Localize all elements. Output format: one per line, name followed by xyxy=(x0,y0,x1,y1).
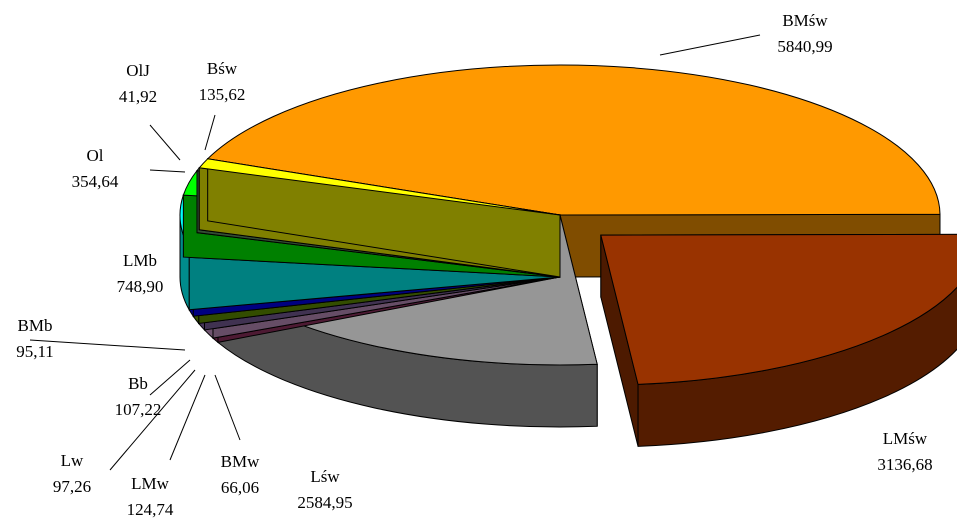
slice xyxy=(600,233,957,385)
slice-label: BMw xyxy=(221,452,260,471)
slice-label: OlJ xyxy=(126,61,150,80)
slice-value-label: 748,90 xyxy=(117,277,164,296)
leader-line xyxy=(204,114,216,151)
slice-value-label: 5840,99 xyxy=(777,37,832,56)
leader-line xyxy=(149,169,186,173)
slice-value-label: 97,26 xyxy=(53,477,91,496)
slice-label: BMb xyxy=(18,316,53,335)
slice xyxy=(206,64,941,216)
slice-label: Lśw xyxy=(310,467,340,486)
leader-line xyxy=(29,339,186,351)
slice-label: Bśw xyxy=(207,59,238,78)
slice-value-label: 135,62 xyxy=(199,85,246,104)
slice-label: BMśw xyxy=(782,11,828,30)
slice-label: LMb xyxy=(123,251,157,270)
slice-value-label: 354,64 xyxy=(72,172,119,191)
leader-line xyxy=(659,34,761,56)
slice-value-label: 124,74 xyxy=(127,500,174,519)
leader-line xyxy=(109,369,196,471)
slice-label: Ol xyxy=(87,146,104,165)
slice-value-label: 3136,68 xyxy=(877,455,932,474)
slice-label: Lw xyxy=(61,451,84,470)
leader-line xyxy=(149,359,191,396)
leader-line xyxy=(169,374,206,461)
leader-line xyxy=(214,374,241,441)
slice-label: LMw xyxy=(131,474,170,493)
slice-value-label: 95,11 xyxy=(16,342,54,361)
slice-value-label: 2584,95 xyxy=(297,493,352,512)
slice xyxy=(198,158,561,216)
slice-value-label: 41,92 xyxy=(119,87,157,106)
slice-label: LMśw xyxy=(883,429,928,448)
leader-line xyxy=(149,124,181,161)
slice-label: Bb xyxy=(128,374,148,393)
slice-value-label: 66,06 xyxy=(221,478,259,497)
slice-value-label: 107,22 xyxy=(115,400,162,419)
